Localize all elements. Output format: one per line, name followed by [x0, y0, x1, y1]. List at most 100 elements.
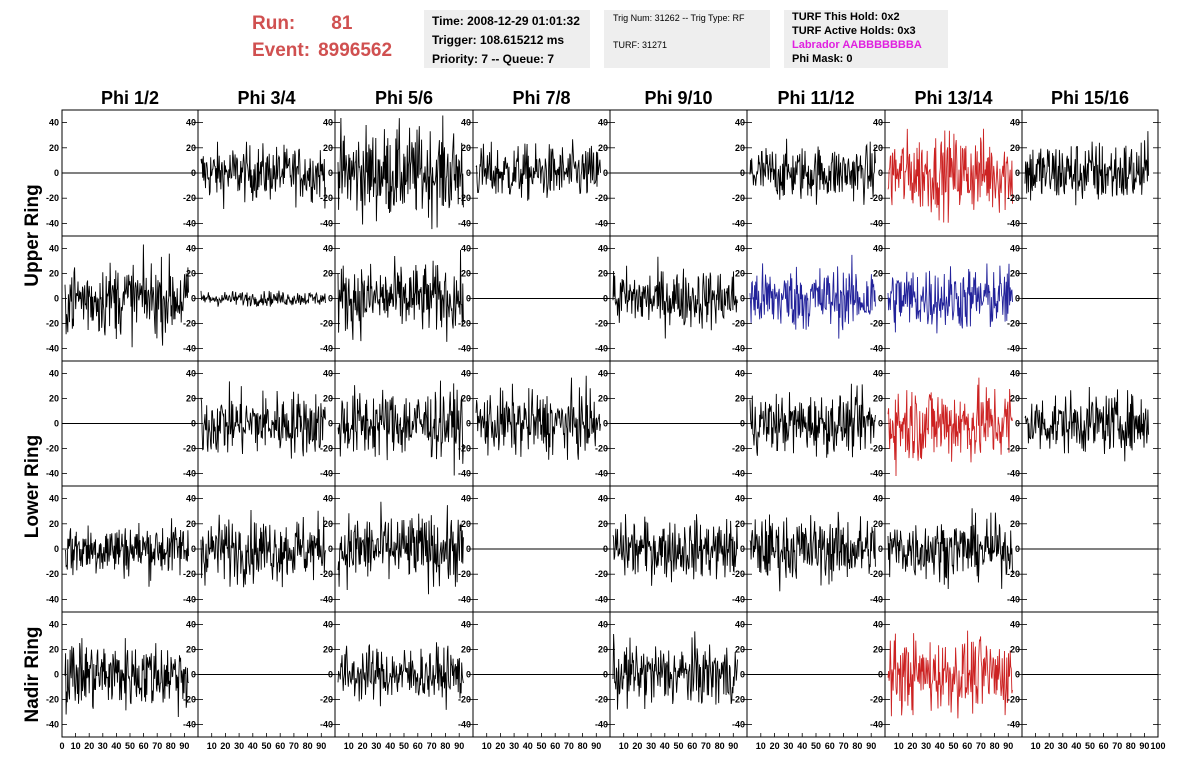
x-tick-label: 60 — [825, 741, 835, 751]
x-tick-label: 70 — [976, 741, 986, 751]
y-tick-label: 0 — [1015, 670, 1020, 680]
y-tick-label: -20 — [595, 319, 608, 329]
y-tick-label: 20 — [1010, 394, 1020, 404]
y-tick-label: 20 — [49, 143, 59, 153]
y-tick-label: 40 — [49, 494, 59, 504]
y-tick-label: -40 — [458, 594, 471, 604]
y-tick-label: -40 — [458, 218, 471, 228]
y-tick-label: -20 — [595, 193, 608, 203]
waveform-trace — [200, 141, 326, 210]
y-tick-label: 0 — [191, 419, 196, 429]
x-tick-label: 30 — [509, 741, 519, 751]
y-tick-label: -40 — [870, 594, 883, 604]
x-tick-label: 30 — [98, 741, 108, 751]
y-tick-label: 40 — [323, 494, 333, 504]
waveform-trace — [200, 290, 326, 308]
column-header: Phi 7/8 — [512, 88, 570, 108]
waveform-trace — [337, 115, 464, 230]
y-tick-label: 20 — [1010, 143, 1020, 153]
panel-frame — [884, 485, 1023, 613]
run-label: Run: — [252, 13, 296, 34]
x-tick-label: 40 — [1071, 741, 1081, 751]
turf-info-box: TURF This Hold: 0x2 TURF Active Holds: 0… — [784, 10, 948, 68]
y-tick-label: -20 — [46, 444, 59, 454]
x-tick-label: 10 — [482, 741, 492, 751]
time-info-box: Time: 2008-12-29 01:01:32 Trigger: 108.6… — [424, 10, 590, 68]
waveform-trace — [749, 383, 876, 458]
y-tick-label: 20 — [598, 519, 608, 529]
y-tick-label: -40 — [732, 720, 745, 730]
y-tick-label: 0 — [878, 419, 883, 429]
y-tick-label: 20 — [461, 143, 471, 153]
y-tick-label: 0 — [740, 294, 745, 304]
y-tick-label: 40 — [49, 620, 59, 630]
y-tick-label: 40 — [735, 369, 745, 379]
x-tick-label: 50 — [673, 741, 683, 751]
row-header: Nadir Ring — [22, 626, 43, 722]
priority-text: Priority: 7 -- Queue: 7 — [432, 52, 555, 66]
y-tick-label: 0 — [878, 294, 883, 304]
column-header: Phi 15/16 — [1051, 88, 1129, 108]
y-tick-label: -40 — [183, 344, 196, 354]
y-tick-label: -40 — [732, 594, 745, 604]
x-tick-label: 0 — [59, 741, 64, 751]
y-tick-label: 40 — [186, 118, 196, 128]
y-tick-label: -20 — [870, 695, 883, 705]
y-tick-label: 0 — [54, 294, 59, 304]
y-tick-label: -20 — [595, 444, 608, 454]
y-tick-label: 40 — [873, 494, 883, 504]
y-tick-label: -40 — [46, 344, 59, 354]
y-tick-label: 0 — [1015, 544, 1020, 554]
y-tick-label: -40 — [870, 720, 883, 730]
column-header: Phi 3/4 — [237, 88, 295, 108]
y-tick-label: -40 — [1007, 344, 1020, 354]
x-tick-label: 30 — [234, 741, 244, 751]
y-tick-label: 40 — [49, 244, 59, 254]
x-tick-label: 50 — [125, 741, 135, 751]
y-tick-label: 20 — [735, 143, 745, 153]
y-tick-label: -20 — [458, 695, 471, 705]
y-tick-label: -40 — [870, 469, 883, 479]
x-tick-label: 10 — [756, 741, 766, 751]
y-tick-label: 40 — [186, 244, 196, 254]
x-tick-label: 50 — [261, 741, 271, 751]
y-tick-label: 0 — [603, 670, 608, 680]
y-tick-label: 0 — [1015, 294, 1020, 304]
y-tick-label: 0 — [603, 544, 608, 554]
y-tick-label: 40 — [735, 620, 745, 630]
y-tick-label: -40 — [732, 344, 745, 354]
y-tick-label: 20 — [323, 269, 333, 279]
y-tick-label: 20 — [873, 645, 883, 655]
y-tick-label: 40 — [735, 494, 745, 504]
y-tick-label: -40 — [732, 218, 745, 228]
y-tick-label: 0 — [603, 168, 608, 178]
y-tick-label: -20 — [732, 569, 745, 579]
y-tick-label: 0 — [603, 419, 608, 429]
event-line: Event: 8996562 — [252, 37, 392, 64]
x-tick-label: 70 — [564, 741, 574, 751]
waveform-trace — [337, 642, 464, 710]
x-tick-label: 80 — [166, 741, 176, 751]
x-tick-label: 30 — [646, 741, 656, 751]
trigger-text: Trigger: 108.615212 ms — [432, 33, 565, 47]
y-tick-label: 40 — [735, 118, 745, 128]
y-tick-label: -20 — [458, 569, 471, 579]
x-tick-label: 70 — [427, 741, 437, 751]
x-tick-label: 60 — [275, 741, 285, 751]
y-tick-label: 40 — [598, 494, 608, 504]
x-tick-label: 10 — [71, 741, 81, 751]
y-tick-label: 0 — [466, 294, 471, 304]
y-tick-label: 40 — [49, 369, 59, 379]
y-tick-label: -20 — [1007, 569, 1020, 579]
turf-num-text: TURF: 31271 — [613, 40, 668, 50]
waveform-trace — [1024, 131, 1149, 206]
y-tick-label: 0 — [191, 168, 196, 178]
waveform-trace — [475, 375, 601, 460]
y-tick-label: -20 — [320, 444, 333, 454]
x-tick-label: 70 — [1112, 741, 1122, 751]
y-tick-label: 0 — [466, 419, 471, 429]
y-tick-label: 40 — [186, 369, 196, 379]
y-tick-label: 20 — [735, 269, 745, 279]
y-tick-label: -20 — [183, 569, 196, 579]
y-tick-label: -20 — [320, 695, 333, 705]
